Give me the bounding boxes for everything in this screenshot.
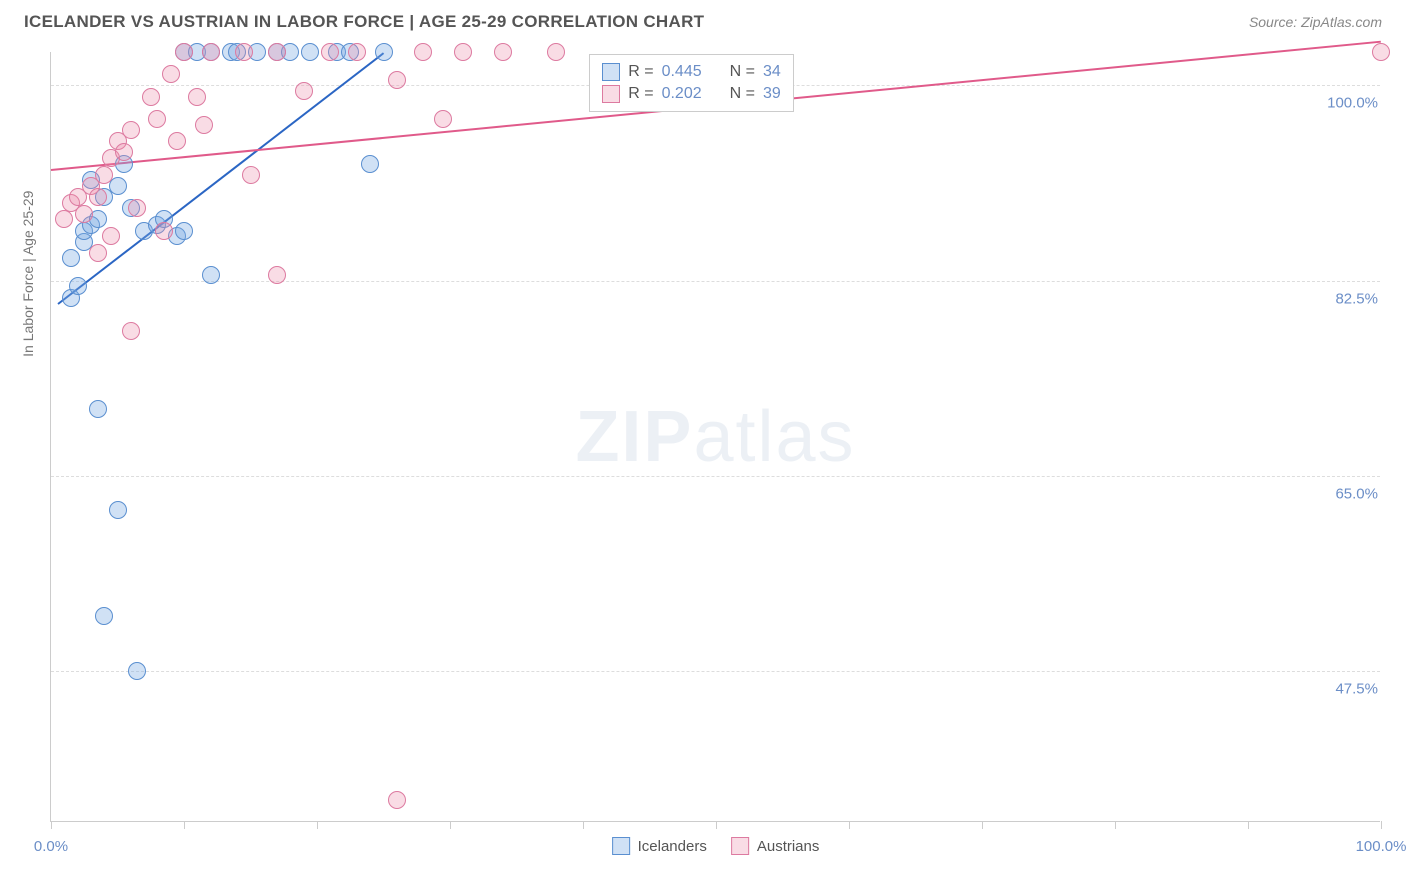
y-tick-label: 82.5%: [1331, 290, 1382, 307]
point-icelanders: [62, 249, 80, 267]
source-label: Source: ZipAtlas.com: [1249, 14, 1382, 30]
x-tick-label: 100.0%: [1356, 838, 1406, 855]
legend-label: Austrians: [757, 838, 820, 855]
legend-r-label: R =: [628, 85, 653, 103]
legend-n-value: 39: [763, 85, 781, 103]
legend-r-value: 0.202: [662, 85, 702, 103]
point-icelanders: [69, 277, 87, 295]
point-austrians: [494, 43, 512, 61]
point-austrians: [188, 88, 206, 106]
x-tick: [317, 821, 318, 829]
y-tick-label: 100.0%: [1323, 95, 1382, 112]
legend-item-austrians: Austrians: [731, 837, 820, 855]
x-tick: [982, 821, 983, 829]
legend-r-label: R =: [628, 63, 653, 81]
scatter-chart: ZIPatlas 47.5%65.0%82.5%100.0%0.0%100.0%…: [50, 52, 1380, 822]
y-tick-label: 47.5%: [1331, 681, 1382, 698]
point-austrians: [388, 791, 406, 809]
point-austrians: [122, 322, 140, 340]
legend-swatch: [602, 63, 620, 81]
legend-n-label: N =: [730, 63, 755, 81]
legend-n-label: N =: [730, 85, 755, 103]
point-austrians: [235, 43, 253, 61]
grid-line: [51, 476, 1380, 477]
point-austrians: [268, 266, 286, 284]
point-austrians: [55, 210, 73, 228]
point-icelanders: [128, 662, 146, 680]
point-austrians: [195, 116, 213, 134]
point-austrians: [547, 43, 565, 61]
point-icelanders: [95, 607, 113, 625]
x-tick: [583, 821, 584, 829]
x-tick: [184, 821, 185, 829]
legend-row: R = 0.445 N = 34: [602, 61, 781, 83]
x-tick: [1381, 821, 1382, 829]
point-austrians: [95, 166, 113, 184]
point-austrians: [75, 205, 93, 223]
point-icelanders: [89, 400, 107, 418]
x-tick: [849, 821, 850, 829]
legend-n-value: 34: [763, 63, 781, 81]
x-tick: [1248, 821, 1249, 829]
point-austrians: [168, 132, 186, 150]
point-austrians: [434, 110, 452, 128]
point-austrians: [128, 199, 146, 217]
point-austrians: [348, 43, 366, 61]
x-tick: [51, 821, 52, 829]
point-austrians: [321, 43, 339, 61]
x-tick: [1115, 821, 1116, 829]
legend-label: Icelanders: [638, 838, 707, 855]
point-austrians: [102, 227, 120, 245]
point-austrians: [115, 143, 133, 161]
point-austrians: [242, 166, 260, 184]
legend-item-icelanders: Icelanders: [612, 837, 707, 855]
x-tick-label: 0.0%: [34, 838, 68, 855]
correlation-legend: R = 0.445 N = 34 R = 0.202 N = 39: [589, 54, 794, 112]
x-tick: [450, 821, 451, 829]
point-austrians: [89, 188, 107, 206]
watermark: ZIPatlas: [575, 396, 855, 478]
y-tick-label: 65.0%: [1331, 486, 1382, 503]
point-icelanders: [202, 266, 220, 284]
y-axis-label: In Labor Force | Age 25-29: [20, 191, 36, 357]
legend-swatch: [612, 837, 630, 855]
point-austrians: [175, 43, 193, 61]
chart-title: ICELANDER VS AUSTRIAN IN LABOR FORCE | A…: [24, 12, 704, 32]
point-icelanders: [301, 43, 319, 61]
point-austrians: [202, 43, 220, 61]
point-austrians: [155, 222, 173, 240]
point-austrians: [122, 121, 140, 139]
point-austrians: [148, 110, 166, 128]
point-austrians: [388, 71, 406, 89]
point-icelanders: [175, 222, 193, 240]
point-austrians: [1372, 43, 1390, 61]
grid-line: [51, 281, 1380, 282]
point-austrians: [414, 43, 432, 61]
point-austrians: [162, 65, 180, 83]
point-austrians: [268, 43, 286, 61]
series-legend: Icelanders Austrians: [612, 837, 820, 855]
point-icelanders: [109, 501, 127, 519]
grid-line: [51, 671, 1380, 672]
point-icelanders: [361, 155, 379, 173]
x-tick: [716, 821, 717, 829]
legend-swatch: [731, 837, 749, 855]
point-austrians: [295, 82, 313, 100]
point-austrians: [142, 88, 160, 106]
point-icelanders: [375, 43, 393, 61]
point-austrians: [454, 43, 472, 61]
legend-swatch: [602, 85, 620, 103]
legend-row: R = 0.202 N = 39: [602, 83, 781, 105]
point-austrians: [89, 244, 107, 262]
legend-r-value: 0.445: [662, 63, 702, 81]
